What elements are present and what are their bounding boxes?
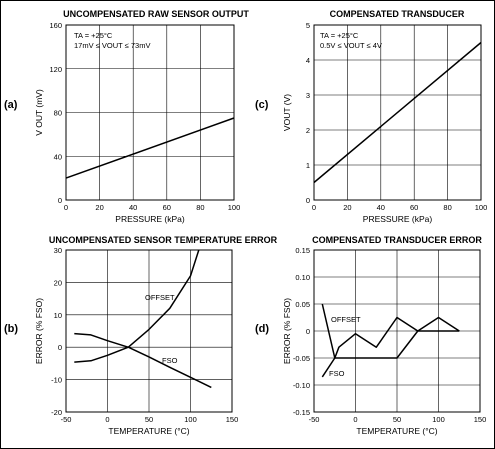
y-tick-label: 1: [306, 161, 310, 170]
y-axis-label: ERROR (% FSO): [34, 298, 44, 364]
y-tick-label: -0.15: [293, 408, 310, 417]
y-tick-label: 0.15: [295, 246, 310, 255]
chart-panel-4: COMPENSATED TRANSDUCER ERROR (d) -50 0 50 100…: [255, 235, 486, 436]
y-tick-label: 4: [306, 56, 310, 65]
panel-label: (c): [255, 99, 269, 111]
y-axis-label: VOUT (V): [282, 94, 292, 131]
y-axis-label: V OUT (mV): [34, 89, 44, 136]
chart-title: COMPENSATED TRANSDUCER: [330, 9, 465, 19]
y-tick-label: 20: [54, 278, 62, 287]
series-label: FSO: [162, 356, 178, 365]
x-tick-label: 50: [145, 415, 153, 424]
series-line-offset: [74, 249, 200, 363]
y-tick-label: -0.05: [293, 354, 310, 363]
x-tick-label: 20: [95, 203, 103, 212]
x-tick-label: 100: [475, 203, 488, 212]
y-tick-label: 5: [306, 21, 310, 30]
x-tick-label: 40: [377, 203, 385, 212]
x-tick-label: 40: [129, 203, 137, 212]
x-axis-label: TEMPERATURE (°C): [356, 426, 437, 436]
y-tick-label: 0: [58, 343, 62, 352]
series-label: OFFSET: [331, 315, 361, 324]
annotation: 17mV ≤ VOUT ≤ 73mV: [74, 41, 150, 50]
chart-panel-2: COMPENSATED TRANSDUCER (c) 0 20 40 60 80 100 0 1 2…: [255, 9, 487, 224]
panel-label: (a): [4, 99, 18, 111]
x-tick-label: 100: [228, 203, 241, 212]
series-line-1: [65, 117, 235, 179]
chart-title: UNCOMPENSATED SENSOR TEMPERATURE ERROR: [49, 235, 278, 245]
x-tick-label: 0: [353, 415, 357, 424]
x-tick-label: 80: [443, 203, 451, 212]
series-line-fso: [74, 332, 212, 389]
series-line-fso: [321, 316, 460, 378]
chart-title: UNCOMPENSATED RAW SENSOR OUTPUT: [63, 9, 249, 19]
x-tick-label: 150: [226, 415, 239, 424]
series-line-1: [313, 41, 482, 184]
plot-frame: [313, 24, 482, 201]
y-tick-label: 0.10: [295, 273, 310, 282]
y-tick-label: -10: [51, 376, 62, 385]
chart-panel-1: UNCOMPENSATED RAW SENSOR OUTPUT (a) 0 20 40 6…: [4, 9, 249, 224]
annotation: TA = +25°C: [320, 31, 359, 40]
y-tick-label: 0: [58, 196, 62, 205]
y-tick-label: 2: [306, 126, 310, 135]
panel-label: (d): [255, 323, 269, 335]
panel-label: (b): [4, 323, 18, 335]
y-tick-label: 0.05: [295, 300, 310, 309]
x-axis-label: PRESSURE (kPa): [115, 214, 185, 224]
y-tick-label: 30: [54, 246, 62, 255]
series-label: OFFSET: [145, 293, 175, 302]
y-tick-label: 0: [306, 196, 310, 205]
x-tick-label: -50: [309, 415, 320, 424]
y-tick-label: 160: [49, 21, 62, 30]
annotation: 0.5V ≤ VOUT ≤ 4V: [320, 41, 382, 50]
y-tick-label: 80: [54, 109, 62, 118]
x-tick-label: 60: [410, 203, 418, 212]
y-tick-label: 10: [54, 311, 62, 320]
x-tick-label: 50: [393, 415, 401, 424]
plot-frame: [65, 249, 233, 413]
y-tick-label: -0.10: [293, 381, 310, 390]
plot-frame: [313, 249, 481, 413]
plot-frame: [65, 24, 235, 201]
y-tick-label: 40: [54, 152, 62, 161]
chart-title: COMPENSATED TRANSDUCER ERROR: [312, 235, 482, 245]
x-tick-label: 0: [312, 203, 316, 212]
series-line-offset: [321, 303, 460, 359]
x-axis-label: PRESSURE (kPa): [363, 214, 433, 224]
x-tick-label: 0: [64, 203, 68, 212]
y-tick-label: -20: [51, 408, 62, 417]
x-tick-label: 0: [105, 415, 109, 424]
annotation: TA = +25°C: [74, 31, 113, 40]
y-tick-label: 0: [306, 327, 310, 336]
x-tick-label: 20: [343, 203, 351, 212]
x-tick-label: 150: [474, 415, 487, 424]
x-tick-label: 80: [196, 203, 204, 212]
x-axis-label: TEMPERATURE (°C): [108, 426, 189, 436]
y-tick-label: 120: [49, 65, 62, 74]
y-tick-label: 3: [306, 91, 310, 100]
y-axis-label: ERROR (% FSO): [282, 298, 292, 364]
x-tick-label: -50: [61, 415, 72, 424]
x-tick-label: 100: [184, 415, 197, 424]
chart-panel-3: UNCOMPENSATED SENSOR TEMPERATURE ERROR (b…: [4, 235, 278, 436]
x-tick-label: 100: [432, 415, 445, 424]
x-tick-label: 60: [163, 203, 171, 212]
series-label: FSO: [329, 369, 345, 378]
